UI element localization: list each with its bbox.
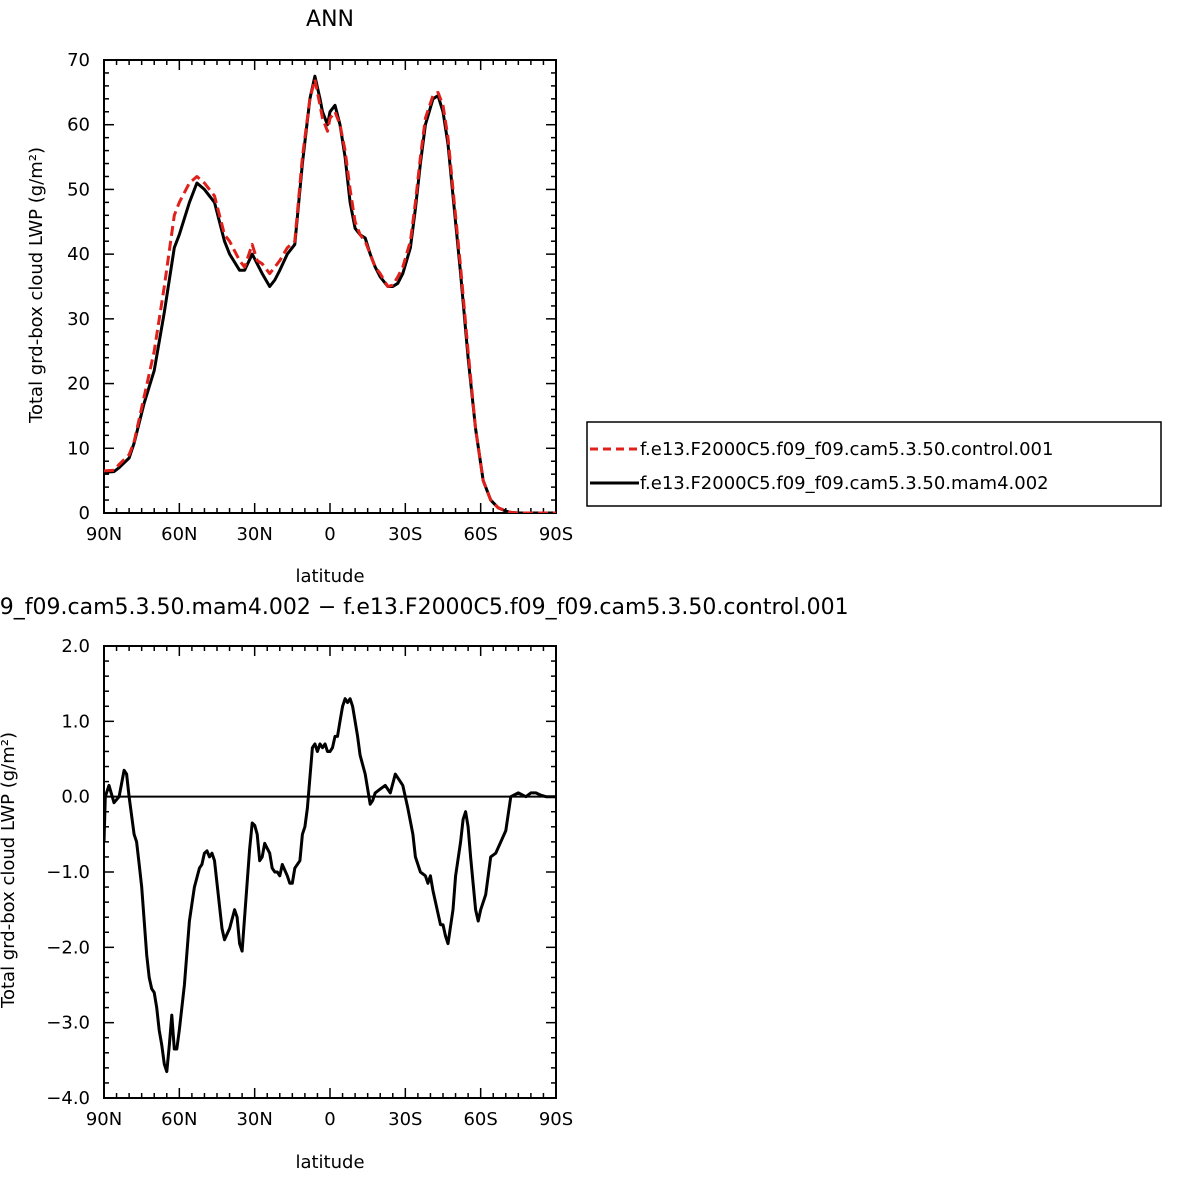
- top-y-tick-label: 70: [67, 50, 90, 71]
- bottom-y-tick-label: −2.0: [46, 937, 90, 958]
- bottom-x-tick-label: 60S: [463, 1109, 497, 1130]
- top-chart-title: ANN: [306, 7, 354, 32]
- bottom-x-tick-label: 30N: [236, 1109, 272, 1130]
- top-x-axis-label: latitude: [295, 566, 364, 587]
- top-y-tick-label: 0: [79, 503, 90, 524]
- bottom-x-axis-label: latitude: [295, 1152, 364, 1173]
- bottom-series-line-0: [104, 697, 556, 1074]
- bottom-x-tick-label: 0: [324, 1109, 335, 1130]
- bottom-x-tick-label: 60N: [161, 1109, 197, 1130]
- top-x-tick-label: 90N: [86, 524, 122, 545]
- legend-label-mam4: f.e13.F2000C5.f09_f09.cam5.3.50.mam4.002: [640, 473, 1049, 494]
- top-plot: 90N 60N 30N 0 30S 60S 90S 0 10 20 30 40 50 60 70: [67, 50, 573, 545]
- legend: f.e13.F2000C5.f09_f09.cam5.3.50.control.…: [586, 421, 1162, 507]
- legend-box: [586, 421, 1162, 507]
- legend-label-control: f.e13.F2000C5.f09_f09.cam5.3.50.control.…: [640, 439, 1053, 460]
- bottom-panel: f.e13.F2000C5.f09_f09.cam5.3.50.mam4.002…: [0, 595, 849, 1173]
- bottom-chart-title: f.e13.F2000C5.f09_f09.cam5.3.50.mam4.002…: [0, 595, 849, 620]
- top-x-tick-label: 60N: [161, 524, 197, 545]
- top-series-line-1: [104, 77, 556, 513]
- top-x-tick-label: 30S: [388, 524, 422, 545]
- top-y-axis-label: Total grd-box cloud LWP (g/m²): [26, 147, 47, 424]
- top-y-tick-label: 10: [67, 438, 90, 459]
- bottom-y-tick-label: −3.0: [46, 1013, 90, 1034]
- top-panel: ANN 90N 60N 30N 0 30S 60S 90S 0 10 20 30 40 50 60 70 l…: [26, 7, 1162, 587]
- top-y-tick-label: 50: [67, 179, 90, 200]
- top-x-tick-label: 90S: [539, 524, 573, 545]
- bottom-x-tick-label: 30S: [388, 1109, 422, 1130]
- top-y-tick-label: 20: [67, 374, 90, 395]
- bottom-y-tick-label: −4.0: [46, 1088, 90, 1109]
- top-y-tick-label: 60: [67, 115, 90, 136]
- bottom-y-tick-label: 2.0: [61, 636, 90, 657]
- bottom-y-tick-label: 1.0: [61, 711, 90, 732]
- bottom-y-axis-label: Total grd-box cloud LWP (g/m²): [0, 732, 19, 1009]
- top-x-tick-label: 30N: [236, 524, 272, 545]
- top-x-tick-label: 60S: [463, 524, 497, 545]
- bottom-y-tick-label: 0.0: [61, 787, 90, 808]
- top-y-tick-label: 30: [67, 309, 90, 330]
- top-y-tick-label: 40: [67, 244, 90, 265]
- bottom-x-tick-label: 90N: [86, 1109, 122, 1130]
- bottom-plot: 90N 60N 30N 0 30S 60S 90S −4.0 −3.0 −2.0 −1.0 0.0 1.…: [46, 636, 573, 1130]
- bottom-x-tick-label: 90S: [539, 1109, 573, 1130]
- bottom-y-tick-label: −1.0: [46, 862, 90, 883]
- top-x-tick-label: 0: [324, 524, 335, 545]
